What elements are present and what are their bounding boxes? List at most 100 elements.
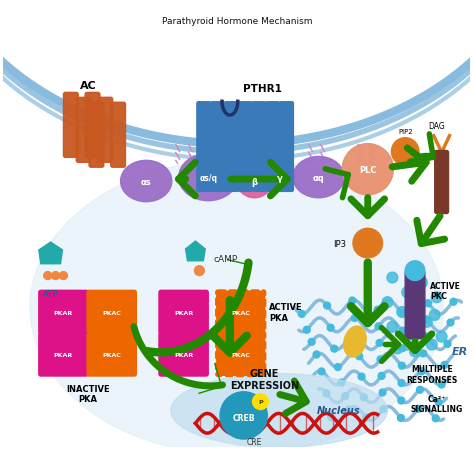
Text: CRE: CRE: [247, 437, 262, 446]
Text: αs: αs: [141, 177, 152, 186]
Text: PLC: PLC: [359, 166, 376, 175]
Text: ER: ER: [451, 347, 468, 357]
Circle shape: [351, 315, 358, 322]
Circle shape: [438, 381, 445, 388]
Circle shape: [399, 362, 405, 369]
Circle shape: [399, 327, 406, 334]
Circle shape: [335, 364, 341, 371]
Circle shape: [220, 392, 267, 439]
FancyBboxPatch shape: [98, 98, 113, 163]
Text: P: P: [258, 399, 263, 404]
Text: Nucleus: Nucleus: [317, 405, 360, 415]
Ellipse shape: [179, 154, 238, 201]
Circle shape: [411, 300, 422, 311]
Circle shape: [404, 330, 415, 341]
Text: IP3: IP3: [333, 239, 346, 248]
Circle shape: [375, 323, 382, 330]
Circle shape: [349, 297, 356, 304]
Circle shape: [417, 277, 428, 288]
FancyBboxPatch shape: [280, 102, 293, 192]
Text: β: β: [252, 177, 257, 186]
Ellipse shape: [293, 157, 344, 198]
Circle shape: [308, 339, 315, 345]
Circle shape: [345, 406, 352, 413]
Text: INACTIVE
PKA: INACTIVE PKA: [66, 384, 109, 403]
Circle shape: [363, 414, 370, 421]
Text: PIP2: PIP2: [398, 129, 412, 134]
Circle shape: [382, 297, 393, 308]
FancyBboxPatch shape: [210, 102, 225, 192]
Circle shape: [387, 322, 398, 332]
Text: αq: αq: [313, 173, 324, 182]
Text: DAG: DAG: [428, 121, 445, 130]
Circle shape: [405, 261, 425, 281]
Circle shape: [399, 345, 406, 352]
Circle shape: [423, 316, 430, 323]
Circle shape: [417, 387, 423, 393]
Circle shape: [447, 319, 454, 326]
FancyBboxPatch shape: [216, 291, 265, 334]
Circle shape: [358, 373, 365, 380]
Circle shape: [450, 299, 457, 305]
Circle shape: [374, 307, 381, 313]
Polygon shape: [39, 243, 63, 264]
Circle shape: [342, 393, 348, 400]
Text: PKAC: PKAC: [231, 352, 250, 357]
Circle shape: [429, 310, 440, 321]
Circle shape: [436, 331, 447, 342]
FancyBboxPatch shape: [159, 291, 208, 334]
Circle shape: [338, 379, 345, 386]
Circle shape: [398, 380, 405, 387]
Text: cAMP: cAMP: [213, 255, 237, 264]
Circle shape: [354, 333, 360, 340]
Text: PKAR: PKAR: [54, 310, 73, 315]
Circle shape: [387, 272, 398, 283]
Circle shape: [392, 343, 403, 354]
Polygon shape: [186, 242, 205, 261]
Text: PTHR1: PTHR1: [243, 84, 282, 94]
FancyBboxPatch shape: [159, 333, 208, 376]
Text: PKAR: PKAR: [174, 352, 193, 357]
Circle shape: [52, 272, 60, 280]
Circle shape: [392, 138, 419, 166]
FancyBboxPatch shape: [111, 103, 126, 168]
Ellipse shape: [266, 165, 294, 190]
FancyBboxPatch shape: [64, 93, 78, 158]
Circle shape: [360, 394, 367, 401]
Circle shape: [376, 340, 383, 346]
Circle shape: [421, 317, 432, 327]
FancyBboxPatch shape: [405, 271, 425, 339]
FancyBboxPatch shape: [266, 102, 280, 192]
Circle shape: [327, 325, 334, 331]
Ellipse shape: [30, 160, 444, 451]
Circle shape: [397, 307, 408, 318]
FancyBboxPatch shape: [76, 98, 91, 163]
Circle shape: [331, 345, 338, 352]
FancyBboxPatch shape: [85, 93, 100, 158]
Circle shape: [441, 362, 448, 368]
Text: CREB: CREB: [232, 413, 255, 422]
Circle shape: [328, 414, 335, 421]
Ellipse shape: [237, 165, 272, 198]
FancyBboxPatch shape: [39, 291, 88, 334]
Circle shape: [444, 341, 451, 348]
Ellipse shape: [344, 327, 366, 357]
Text: ACTIVE
PKC: ACTIVE PKC: [430, 281, 461, 300]
Circle shape: [425, 300, 432, 307]
Circle shape: [303, 327, 310, 333]
Text: Ca²⁺
SIGNALLING: Ca²⁺ SIGNALLING: [410, 394, 463, 413]
Text: AC: AC: [80, 81, 96, 91]
Circle shape: [400, 310, 406, 317]
Ellipse shape: [171, 374, 387, 447]
Text: Parathyroid Hormone Mechanism: Parathyroid Hormone Mechanism: [162, 17, 312, 26]
Circle shape: [402, 287, 412, 298]
Text: ACTIVE
PKA: ACTIVE PKA: [269, 303, 303, 322]
Text: PKAC: PKAC: [102, 310, 121, 315]
Circle shape: [420, 350, 427, 357]
Circle shape: [324, 303, 330, 309]
FancyBboxPatch shape: [252, 102, 266, 192]
Circle shape: [398, 414, 404, 421]
Circle shape: [60, 272, 67, 280]
Text: GENE
EXPRESSION: GENE EXPRESSION: [230, 368, 299, 390]
Circle shape: [313, 351, 320, 358]
